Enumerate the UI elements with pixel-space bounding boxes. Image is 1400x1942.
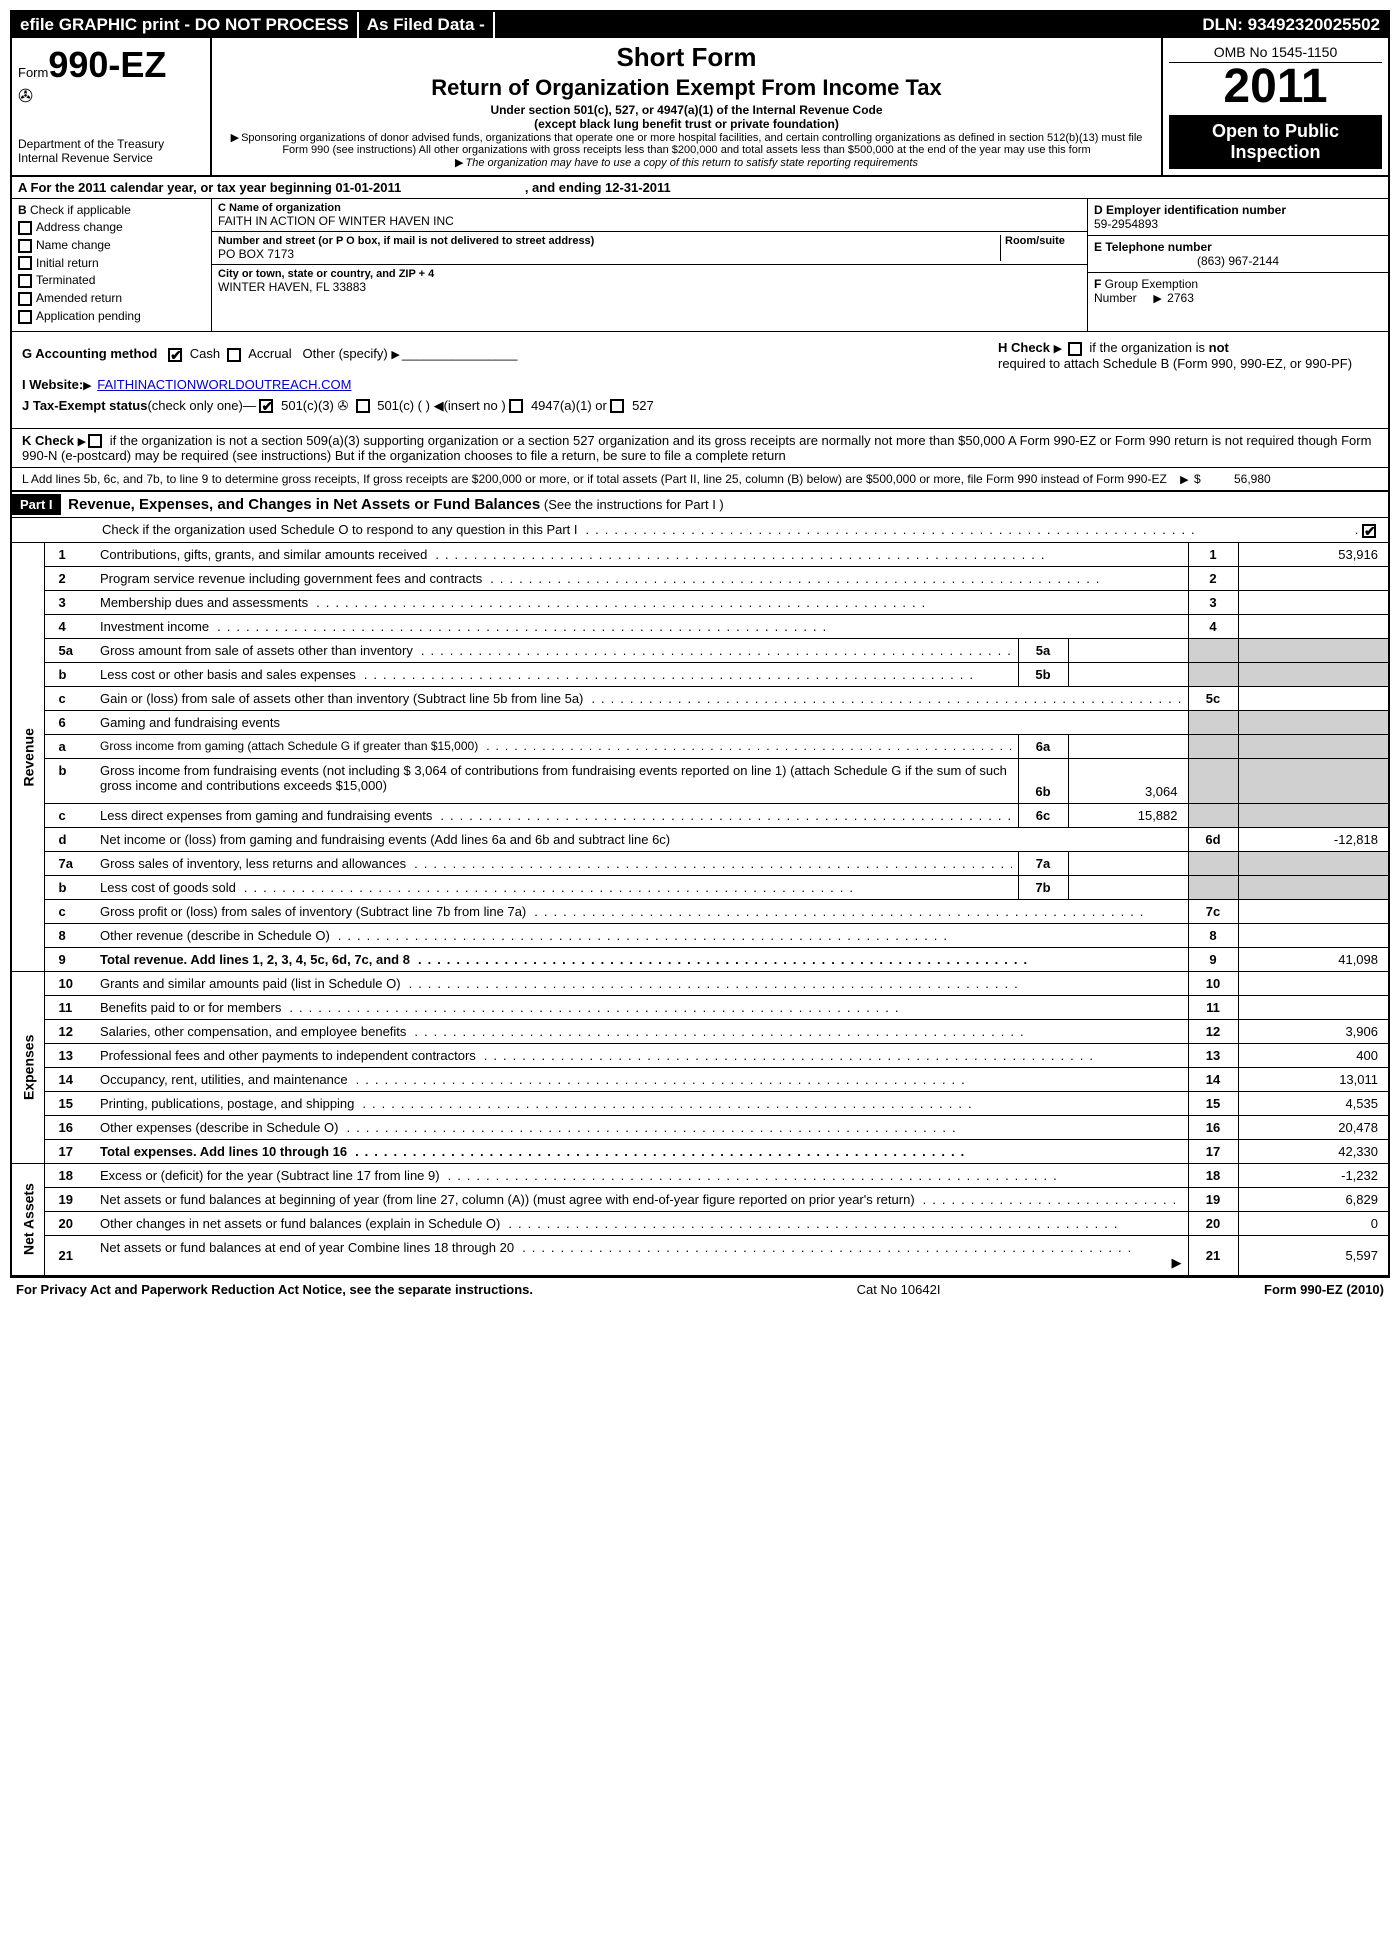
check-accrual[interactable] bbox=[227, 348, 241, 362]
group-exemption-value: 2763 bbox=[1167, 291, 1194, 305]
c-city-label: City or town, state or country, and ZIP … bbox=[218, 268, 1081, 280]
b-check-label: Check if applicable bbox=[30, 203, 131, 217]
asfiled-label: As Filed Data - bbox=[359, 12, 495, 38]
line-l: L Add lines 5b, 6c, and 7b, to line 9 to… bbox=[12, 468, 1388, 492]
tax-year: 2011 bbox=[1169, 63, 1382, 111]
section-bcdef: B Check if applicable Address change Nam… bbox=[12, 199, 1388, 332]
line-14-value: 13,011 bbox=[1238, 1067, 1388, 1091]
footer-privacy: For Privacy Act and Paperwork Reduction … bbox=[16, 1282, 533, 1297]
part-i-check-row: Check if the organization used Schedule … bbox=[12, 518, 1388, 543]
line-6b-value: 3,064 bbox=[1068, 758, 1188, 803]
line-a-begin: A For the 2011 calendar year, or tax yea… bbox=[18, 180, 401, 195]
efile-label: efile GRAPHIC print - DO NOT PROCESS bbox=[12, 12, 359, 38]
netassets-side-label: Net Assets bbox=[12, 1163, 44, 1275]
check-schedule-o[interactable] bbox=[1362, 524, 1376, 538]
line-a: A For the 2011 calendar year, or tax yea… bbox=[12, 177, 1388, 199]
check-application-pending[interactable]: Application pending bbox=[18, 309, 205, 324]
instr-sponsoring: Sponsoring organizations of donor advise… bbox=[241, 132, 1142, 156]
check-name-change[interactable]: Name change bbox=[18, 238, 205, 253]
d-label: D Employer identification number bbox=[1094, 203, 1286, 217]
page-footer: For Privacy Act and Paperwork Reduction … bbox=[10, 1278, 1390, 1301]
part-i-suffix: (See the instructions for Part I ) bbox=[544, 497, 724, 512]
org-name: FAITH IN ACTION OF WINTER HAVEN INC bbox=[218, 214, 1081, 228]
check-501c3[interactable] bbox=[259, 399, 273, 413]
line-k: K Check if the organization is not a sec… bbox=[12, 429, 1388, 469]
treasury-label: Department of the Treasury bbox=[18, 137, 204, 151]
check-527[interactable] bbox=[610, 399, 624, 413]
open-public-badge: Open to Public Inspection bbox=[1169, 115, 1382, 169]
line-6c-value: 15,882 bbox=[1068, 803, 1188, 827]
part-i-table: Revenue 1 Contributions, gifts, grants, … bbox=[12, 543, 1388, 1276]
section-c: C Name of organization FAITH IN ACTION O… bbox=[212, 199, 1088, 331]
part-i-title: Revenue, Expenses, and Changes in Net As… bbox=[64, 496, 540, 513]
line-h: H Check if the organization is not requi… bbox=[998, 340, 1378, 371]
form-number: 990-EZ bbox=[48, 44, 166, 85]
header-left: Form990-EZ ✇ Department of the Treasury … bbox=[12, 38, 212, 175]
line-9-value: 41,098 bbox=[1238, 947, 1388, 971]
form-title: Return of Organization Exempt From Incom… bbox=[222, 75, 1151, 101]
e-label: E Telephone number bbox=[1094, 240, 1212, 254]
part-i-label: Part I bbox=[12, 494, 61, 515]
line-19-value: 6,829 bbox=[1238, 1187, 1388, 1211]
org-city: WINTER HAVEN, FL 33883 bbox=[218, 280, 1081, 294]
form-subtitle: Under section 501(c), 527, or 4947(a)(1)… bbox=[222, 103, 1151, 117]
check-terminated[interactable]: Terminated bbox=[18, 273, 205, 288]
org-street: PO BOX 7173 bbox=[218, 247, 996, 261]
line-6d-value: -12,818 bbox=[1238, 827, 1388, 851]
line-20-value: 0 bbox=[1238, 1211, 1388, 1235]
form-990ez: efile GRAPHIC print - DO NOT PROCESS As … bbox=[10, 10, 1390, 1278]
header-center: Short Form Return of Organization Exempt… bbox=[212, 38, 1163, 175]
footer-form: Form 990-EZ (2010) bbox=[1264, 1282, 1384, 1297]
phone-value: (863) 967-2144 bbox=[1094, 254, 1382, 268]
c-room-label: Room/suite bbox=[1005, 235, 1081, 247]
line-15-value: 4,535 bbox=[1238, 1091, 1388, 1115]
line-a-end: , and ending 12-31-2011 bbox=[525, 180, 671, 195]
line-17-value: 42,330 bbox=[1238, 1139, 1388, 1163]
footer-catno: Cat No 10642I bbox=[857, 1282, 941, 1297]
line-i: I Website: FAITHINACTIONWORLDOUTREACH.CO… bbox=[22, 377, 1378, 392]
check-cash[interactable] bbox=[168, 348, 182, 362]
instr-state: The organization may have to use a copy … bbox=[466, 157, 918, 169]
check-amended[interactable]: Amended return bbox=[18, 291, 205, 306]
check-address-change[interactable]: Address change bbox=[18, 220, 205, 235]
top-bar: efile GRAPHIC print - DO NOT PROCESS As … bbox=[12, 12, 1388, 38]
gross-receipts: 56,980 bbox=[1234, 472, 1271, 486]
c-street-label: Number and street (or P O box, if mail i… bbox=[218, 235, 996, 247]
section-def: D Employer identification number 59-2954… bbox=[1088, 199, 1388, 331]
section-b: B Check if applicable Address change Nam… bbox=[12, 199, 212, 331]
line-16-value: 20,478 bbox=[1238, 1115, 1388, 1139]
section-ghijkl: G Accounting method Cash Accrual Other (… bbox=[12, 332, 1388, 429]
short-form-label: Short Form bbox=[222, 42, 1151, 73]
check-k[interactable] bbox=[88, 434, 102, 448]
irs-label: Internal Revenue Service bbox=[18, 151, 204, 165]
line-1-value: 53,916 bbox=[1238, 543, 1388, 567]
header-right: OMB No 1545-1150 2011 Open to Public Ins… bbox=[1163, 38, 1388, 175]
expenses-side-label: Expenses bbox=[12, 971, 44, 1163]
revenue-side-label: Revenue bbox=[12, 543, 44, 972]
check-h[interactable] bbox=[1068, 342, 1082, 356]
ein-value: 59-2954893 bbox=[1094, 217, 1158, 231]
form-header: Form990-EZ ✇ Department of the Treasury … bbox=[12, 38, 1388, 177]
b-letter: B bbox=[18, 203, 27, 217]
form-prefix: Form bbox=[18, 65, 48, 80]
line-g: G Accounting method Cash Accrual Other (… bbox=[22, 346, 998, 362]
line-12-value: 3,906 bbox=[1238, 1019, 1388, 1043]
check-501c[interactable] bbox=[356, 399, 370, 413]
website-link[interactable]: FAITHINACTIONWORLDOUTREACH.COM bbox=[97, 377, 351, 392]
check-initial-return[interactable]: Initial return bbox=[18, 256, 205, 271]
part-i-header: Part I Revenue, Expenses, and Changes in… bbox=[12, 492, 1388, 518]
line-13-value: 400 bbox=[1238, 1043, 1388, 1067]
line-18-value: -1,232 bbox=[1238, 1163, 1388, 1187]
check-4947[interactable] bbox=[509, 399, 523, 413]
form-subtitle2: (except black lung benefit trust or priv… bbox=[222, 117, 1151, 131]
line-j: J Tax-Exempt status(check only one)— 501… bbox=[22, 398, 1378, 414]
line-21-value: 5,597 bbox=[1238, 1235, 1388, 1275]
c-name-label: C Name of organization bbox=[218, 202, 1081, 214]
dln-label: DLN: 93492320025502 bbox=[1194, 12, 1388, 38]
